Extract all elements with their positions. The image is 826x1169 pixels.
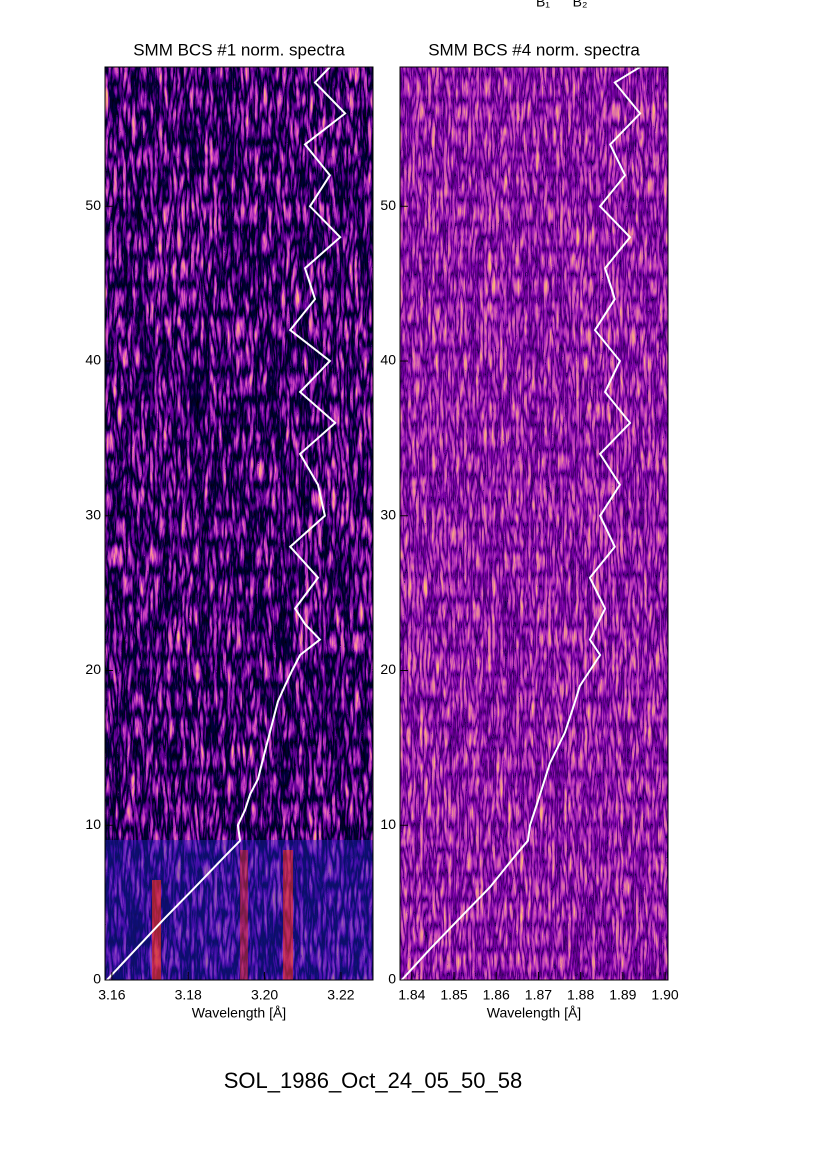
- x-tick-label: 3.18: [175, 987, 202, 1003]
- x-tick-label: 1.90: [651, 987, 678, 1003]
- spectral-line: [400, 66, 642, 981]
- y-tick-label: 40: [85, 352, 101, 368]
- y-tick-label: 50: [85, 197, 101, 213]
- x-axis-label: Wavelength [Å]: [487, 1005, 581, 1021]
- caption: SOL_1986_Oct_24_05_50_58: [224, 1068, 522, 1093]
- x-tick-label: 1.86: [483, 987, 510, 1003]
- annotation: B₂: [573, 0, 588, 10]
- y-tick-label: 10: [85, 816, 101, 832]
- spectrum-image: [400, 67, 668, 980]
- y-tick-label: 30: [85, 506, 101, 522]
- spectral-line: [106, 66, 347, 981]
- plot-frame: [399, 66, 669, 981]
- x-tick-label: 3.22: [327, 987, 354, 1003]
- x-tick-label: 1.88: [567, 987, 594, 1003]
- y-tick-label: 20: [85, 661, 101, 677]
- x-tick-label: 1.84: [398, 987, 425, 1003]
- spectrum-band: [105, 840, 373, 980]
- y-tick-label: 40: [380, 352, 396, 368]
- y-tick-label: 10: [380, 816, 396, 832]
- y-tick-label: 0: [93, 971, 101, 987]
- spectrum-line: [240, 850, 248, 980]
- x-tick-label: 1.89: [609, 987, 636, 1003]
- y-tick-label: 30: [380, 506, 396, 522]
- spectrum-line: [283, 850, 293, 980]
- x-tick-label: 3.16: [98, 987, 125, 1003]
- chart-title: SMM BCS #1 norm. spectra: [133, 40, 345, 59]
- y-tick-label: 20: [380, 661, 396, 677]
- x-tick-label: 1.85: [440, 987, 467, 1003]
- chart-title: SMM BCS #4 norm. spectra: [428, 40, 640, 59]
- x-tick-label: 1.87: [525, 987, 552, 1003]
- annotation: B₁: [536, 0, 550, 10]
- x-tick-label: 3.20: [251, 987, 278, 1003]
- x-axis-label: Wavelength [Å]: [192, 1005, 286, 1021]
- y-tick-label: 50: [380, 197, 396, 213]
- y-tick-label: 0: [388, 971, 396, 987]
- spectrum-line: [152, 880, 161, 980]
- plot-frame: [104, 66, 374, 981]
